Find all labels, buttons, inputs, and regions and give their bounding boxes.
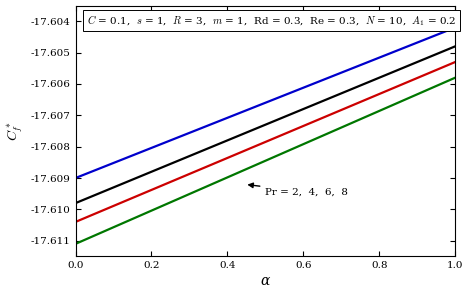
X-axis label: α: α — [261, 274, 270, 288]
Text: Pr = 2,  4,  6,  8: Pr = 2, 4, 6, 8 — [249, 183, 348, 196]
Text: $C$ = 0.1,  $s$ = 1,  $R$ = 3,  $m$ = 1,  Rd = 0.3,  Re = 0.3,  $N$ = 10,  $A_1$: $C$ = 0.1, $s$ = 1, $R$ = 3, $m$ = 1, Rd… — [87, 13, 456, 28]
Y-axis label: $C_f^*$: $C_f^*$ — [6, 121, 25, 141]
